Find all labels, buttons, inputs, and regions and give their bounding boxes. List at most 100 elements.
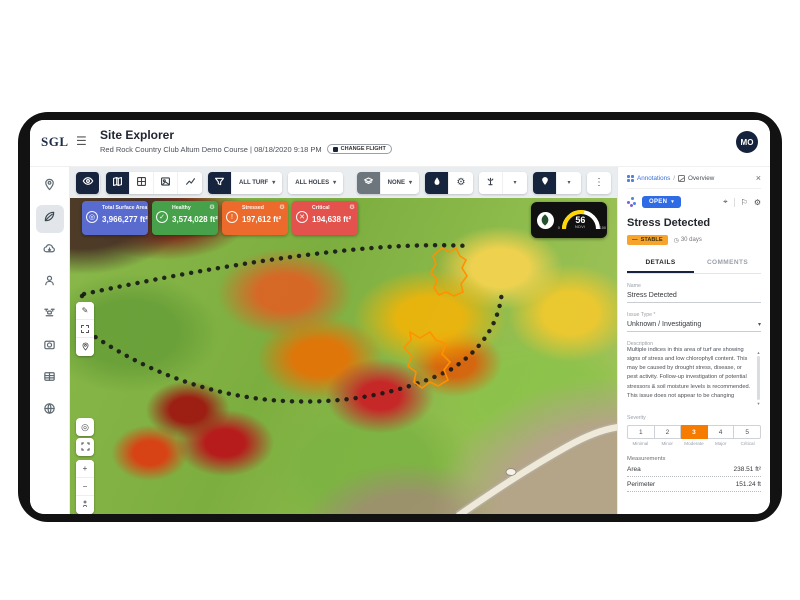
severity-1[interactable]: 1 [627,425,655,439]
annotation-panel: Annotations / Overview × OPEN ▾ ⌖ ⚐ ⚙ [617,166,770,514]
stressed-card[interactable]: ! Stressed 197,612 ft² ⚙ [222,201,288,235]
image-view-button[interactable] [154,171,178,194]
sgl-logo: SGL [41,134,69,149]
gear-icon[interactable]: ⚙ [349,204,355,211]
zoom-control: + − [76,460,94,514]
severity-selector: 1 2 3 4 5 [627,425,761,439]
grid-view-button[interactable] [130,171,154,194]
avatar[interactable]: MO [736,131,758,153]
gear-icon[interactable]: ⚙ [279,204,285,211]
globe-icon [43,402,56,420]
healthy-card[interactable]: ✓ Healthy 3,574,028 ft² ⚙ [152,201,218,235]
annotations-grid-icon [627,174,634,182]
flag-icon[interactable]: ⚐ [740,197,748,207]
sidebar-item-explorer[interactable] [35,205,64,233]
scroll-thumb[interactable] [757,356,760,400]
flight-icon [332,146,338,152]
map-view-button[interactable] [106,171,130,194]
draw-polygon-button[interactable] [76,320,94,338]
plus-icon: + [82,464,88,473]
cancel-circle-icon: ✕ [296,211,308,223]
pin-caret-button[interactable]: ▾ [557,171,581,194]
total-surface-card[interactable]: ◎ Total Surface Area 3,966,277 ft² [82,201,148,235]
leaf-icon [537,211,554,229]
sidebar-item-table[interactable] [36,365,64,393]
severity-5[interactable]: 5 [734,425,761,439]
sidebar-item-camera[interactable] [36,333,64,361]
severity-2[interactable]: 2 [654,425,682,439]
close-icon[interactable]: × [755,173,761,183]
issue-type-select[interactable]: Unknown / Investigating ▾ [627,318,761,332]
turf-filter-select[interactable]: ALL TURF ▾ [232,171,283,194]
status-dropdown[interactable]: OPEN ▾ [642,196,682,208]
sidebar-item-users[interactable] [36,269,64,297]
stat-cards: ◎ Total Surface Area 3,966,277 ft² ✓ Hea… [82,201,358,235]
moisture-button[interactable] [425,171,449,194]
scroll-up-icon[interactable]: ▲ [756,350,761,355]
camera-icon [43,338,56,356]
critical-card[interactable]: ✕ Critical 194,638 ft² ⚙ [292,201,358,235]
eye-icon [82,175,94,190]
description-scrollbar[interactable]: ▲ ▼ [756,350,761,406]
overlay-button[interactable] [356,171,381,194]
name-input[interactable]: Stress Detected [627,289,761,303]
sidebar-item-uploads[interactable] [36,237,64,265]
locate-button[interactable]: ◎ [76,418,94,436]
pin-button[interactable] [533,171,557,194]
name-field: Name Stress Detected [627,283,761,303]
pegman-icon [81,500,89,510]
more-options-button[interactable]: ⋮ [587,171,611,194]
sidebar-item-globe[interactable] [36,397,64,425]
tab-details[interactable]: DETAILS [627,254,694,273]
breadcrumb-current: Overview [688,174,715,182]
chevron-down-icon: ▾ [757,322,761,328]
sprinkler-icon [485,176,496,190]
change-flight-button[interactable]: CHANGE FLIGHT [326,144,392,154]
chevron-down-icon: ▾ [671,199,675,205]
sidebar-item-drone[interactable] [36,301,64,329]
moisture-settings-button[interactable]: ⚙ [449,171,473,194]
gauge-max: 100 [599,226,606,230]
eye-button[interactable] [76,171,100,194]
view-switcher [106,171,202,194]
draw-line-button[interactable]: ✎ [76,302,94,320]
measurement-row-area: Area 238.51 ft² [627,462,761,477]
chevron-down-icon: ▾ [513,180,517,186]
annotation-title: Stress Detected [627,217,711,229]
zoom-in-button[interactable]: + [76,460,94,478]
gear-icon[interactable]: ⚙ [209,204,215,211]
filter-button[interactable] [208,171,232,194]
description-textarea[interactable]: Multiple indices in this area of turf ar… [627,347,751,402]
ndvi-heatmap[interactable]: ◎ Total Surface Area 3,966,277 ft² ✓ Hea… [70,198,617,514]
severity-3-selected[interactable]: 3 [681,425,708,439]
drop-pin-button[interactable] [76,338,94,356]
overlay-select[interactable]: NONE ▾ [380,171,419,194]
severity-field: Severity 1 2 3 4 5 Minimal Minor Moderat… [627,415,761,446]
badge-row: — STABLE ◷ 30 days [627,235,761,245]
image-icon [160,176,171,190]
trend-view-button[interactable] [178,171,202,194]
scroll-down-icon[interactable]: ▼ [756,401,761,406]
annotation-outline-small[interactable] [430,246,468,297]
course-subtitle: Red Rock Country Club Altum Demo Course … [100,144,322,154]
severity-4[interactable]: 4 [707,425,735,439]
holes-filter-select[interactable]: ALL HOLES ▾ [288,171,344,194]
chevron-down-icon: ▾ [272,180,276,186]
sprinkler-button[interactable] [479,171,503,194]
annotation-outline-selected[interactable] [402,330,452,389]
zoom-to-annotation-icon[interactable]: ⌖ [723,197,728,206]
menu-icon[interactable]: ☰ [76,134,87,148]
sprinkler-caret-button[interactable]: ▾ [503,171,527,194]
sidebar-item-locations[interactable] [36,173,64,201]
pegman-button[interactable] [76,496,94,514]
warning-icon: ! [226,211,238,223]
gear-icon[interactable]: ⚙ [753,197,761,207]
breadcrumb-annotations-link[interactable]: Annotations [637,174,671,182]
status-row: OPEN ▾ ⌖ ⚐ ⚙ [627,196,761,208]
title-block: Site Explorer Red Rock Country Club Altu… [100,128,392,154]
fullscreen-button[interactable] [76,438,94,456]
circle-icon: ◎ [86,211,98,223]
zoom-out-button[interactable]: − [76,478,94,496]
sprinkler-group: ▾ [479,171,527,194]
tab-comments[interactable]: COMMENTS [706,259,749,266]
